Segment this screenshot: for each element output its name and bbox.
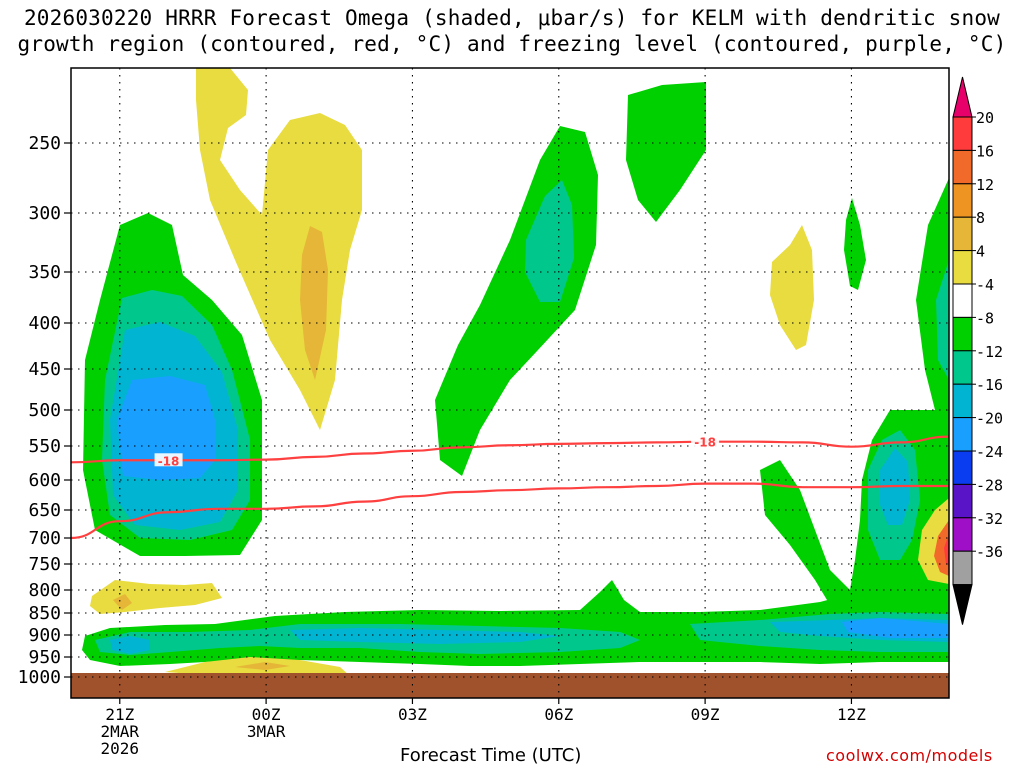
x-tick-label: 06Z bbox=[544, 705, 573, 724]
colorbar-swatch bbox=[952, 450, 973, 485]
colorbar-swatch bbox=[952, 383, 973, 419]
colorbar-label: -24 bbox=[976, 443, 1003, 461]
y-tick-label: 250 bbox=[28, 133, 61, 154]
y-tick-label: 950 bbox=[28, 647, 61, 668]
x-tick-label: 03Z bbox=[398, 705, 427, 724]
y-axis-labels: 2503003504004505005506006507007508008509… bbox=[18, 133, 61, 688]
x-axis-title: Forecast Time (UTC) bbox=[400, 745, 582, 766]
omega-region-gold-upper bbox=[300, 226, 328, 380]
x-tick-sublabel: 3MAR bbox=[247, 722, 286, 741]
colorbar-label: -8 bbox=[976, 309, 994, 327]
y-tick-label: 400 bbox=[28, 313, 61, 334]
colorbar-label: -20 bbox=[976, 410, 1003, 428]
ground-fill bbox=[71, 673, 949, 698]
omega-region-green-top bbox=[626, 82, 706, 222]
colorbar-label: 12 bbox=[976, 176, 994, 194]
x-tick-label: 21Z bbox=[105, 705, 134, 724]
colorbar-label: -12 bbox=[976, 343, 1003, 361]
y-tick-label: 600 bbox=[28, 470, 61, 491]
omega-region-orange-right-low bbox=[934, 520, 949, 576]
isotherm-label: -18 bbox=[158, 454, 180, 468]
colorbar-label: -4 bbox=[976, 276, 994, 294]
colorbar-swatch bbox=[952, 116, 973, 151]
isotherm-label-bg bbox=[154, 453, 183, 467]
y-tick-label: 300 bbox=[28, 203, 61, 224]
colorbar-swatch bbox=[952, 483, 973, 519]
grid-lines bbox=[64, 68, 949, 704]
colorbar-swatch bbox=[952, 76, 973, 118]
isotherm-label: -18 bbox=[694, 436, 716, 450]
colorbar: 20 16 12 8 4 -4 -8 -12 -16 -20 -24 -28 -32 -36 bbox=[952, 76, 1003, 625]
y-tick-label: 900 bbox=[28, 625, 61, 646]
colorbar-swatch bbox=[952, 550, 973, 586]
credit-text: coolwx.com/models bbox=[826, 746, 993, 765]
omega-region-red-right-low bbox=[944, 534, 949, 566]
omega-region-yellow-lower bbox=[90, 580, 222, 614]
chart-title-line-1: 2026030220 HRRR Forecast Omega (shaded, … bbox=[23, 6, 1001, 30]
colorbar-swatch bbox=[952, 250, 973, 285]
omega-region-teal-right bbox=[936, 260, 949, 380]
isotherm-line bbox=[71, 435, 949, 464]
colorbar-label: 4 bbox=[976, 243, 985, 261]
omega-region-cyan-low-band-mid bbox=[290, 628, 560, 644]
isotherm-line bbox=[71, 482, 949, 540]
isotherm-contours: -18 -18 bbox=[71, 434, 949, 540]
colorbar-swatch bbox=[952, 417, 973, 452]
isotherm-label-bg bbox=[691, 434, 720, 448]
x-tick-label: 12Z bbox=[837, 705, 866, 724]
y-tick-label: 350 bbox=[28, 262, 61, 283]
x-tick-sublabel: 2026 bbox=[101, 739, 140, 758]
omega-region-gold-lower bbox=[113, 594, 132, 610]
omega-region-blue bbox=[117, 376, 215, 480]
omega-region-gold-surface bbox=[235, 662, 290, 670]
colorbar-label: 20 bbox=[976, 109, 994, 127]
omega-shading bbox=[82, 68, 949, 676]
colorbar-label: -36 bbox=[976, 543, 1003, 561]
chart-title-line-2: growth region (contoured, red, °C) and f… bbox=[17, 32, 1007, 56]
omega-region-yellow-right bbox=[770, 225, 814, 350]
x-tick-sublabel: 2MAR bbox=[101, 722, 140, 741]
colorbar-swatch bbox=[952, 216, 973, 252]
omega-region-blue-low-band-right bbox=[842, 618, 949, 638]
y-tick-label: 1000 bbox=[18, 667, 61, 688]
y-tick-label: 550 bbox=[28, 436, 61, 457]
colorbar-swatch bbox=[952, 517, 973, 552]
colorbar-label: -28 bbox=[976, 476, 1003, 494]
colorbar-label: 8 bbox=[976, 209, 985, 227]
colorbar-label: -32 bbox=[976, 510, 1003, 528]
plot-frame bbox=[70, 67, 950, 699]
y-tick-label: 850 bbox=[28, 603, 61, 624]
y-tick-label: 800 bbox=[28, 580, 61, 601]
y-tick-label: 750 bbox=[28, 554, 61, 575]
colorbar-swatch bbox=[952, 283, 973, 318]
x-tick-label: 09Z bbox=[691, 705, 720, 724]
colorbar-swatch bbox=[952, 149, 973, 185]
colorbar-label: 16 bbox=[976, 142, 994, 160]
colorbar-swatch bbox=[952, 350, 973, 385]
colorbar-swatch bbox=[952, 584, 973, 625]
omega-region-green-plume bbox=[435, 126, 598, 476]
y-tick-label: 650 bbox=[28, 500, 61, 521]
colorbar-swatch bbox=[952, 316, 973, 352]
omega-region-green-spike bbox=[844, 198, 866, 290]
y-tick-label: 450 bbox=[28, 359, 61, 380]
colorbar-label: -16 bbox=[976, 376, 1003, 394]
x-tick-label: 00Z bbox=[252, 705, 281, 724]
colorbar-swatch bbox=[952, 183, 973, 218]
y-tick-label: 500 bbox=[28, 400, 61, 421]
y-tick-label: 700 bbox=[28, 528, 61, 549]
